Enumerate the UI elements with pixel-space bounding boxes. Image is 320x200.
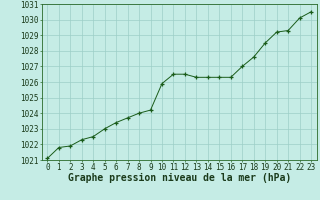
X-axis label: Graphe pression niveau de la mer (hPa): Graphe pression niveau de la mer (hPa) — [68, 173, 291, 183]
